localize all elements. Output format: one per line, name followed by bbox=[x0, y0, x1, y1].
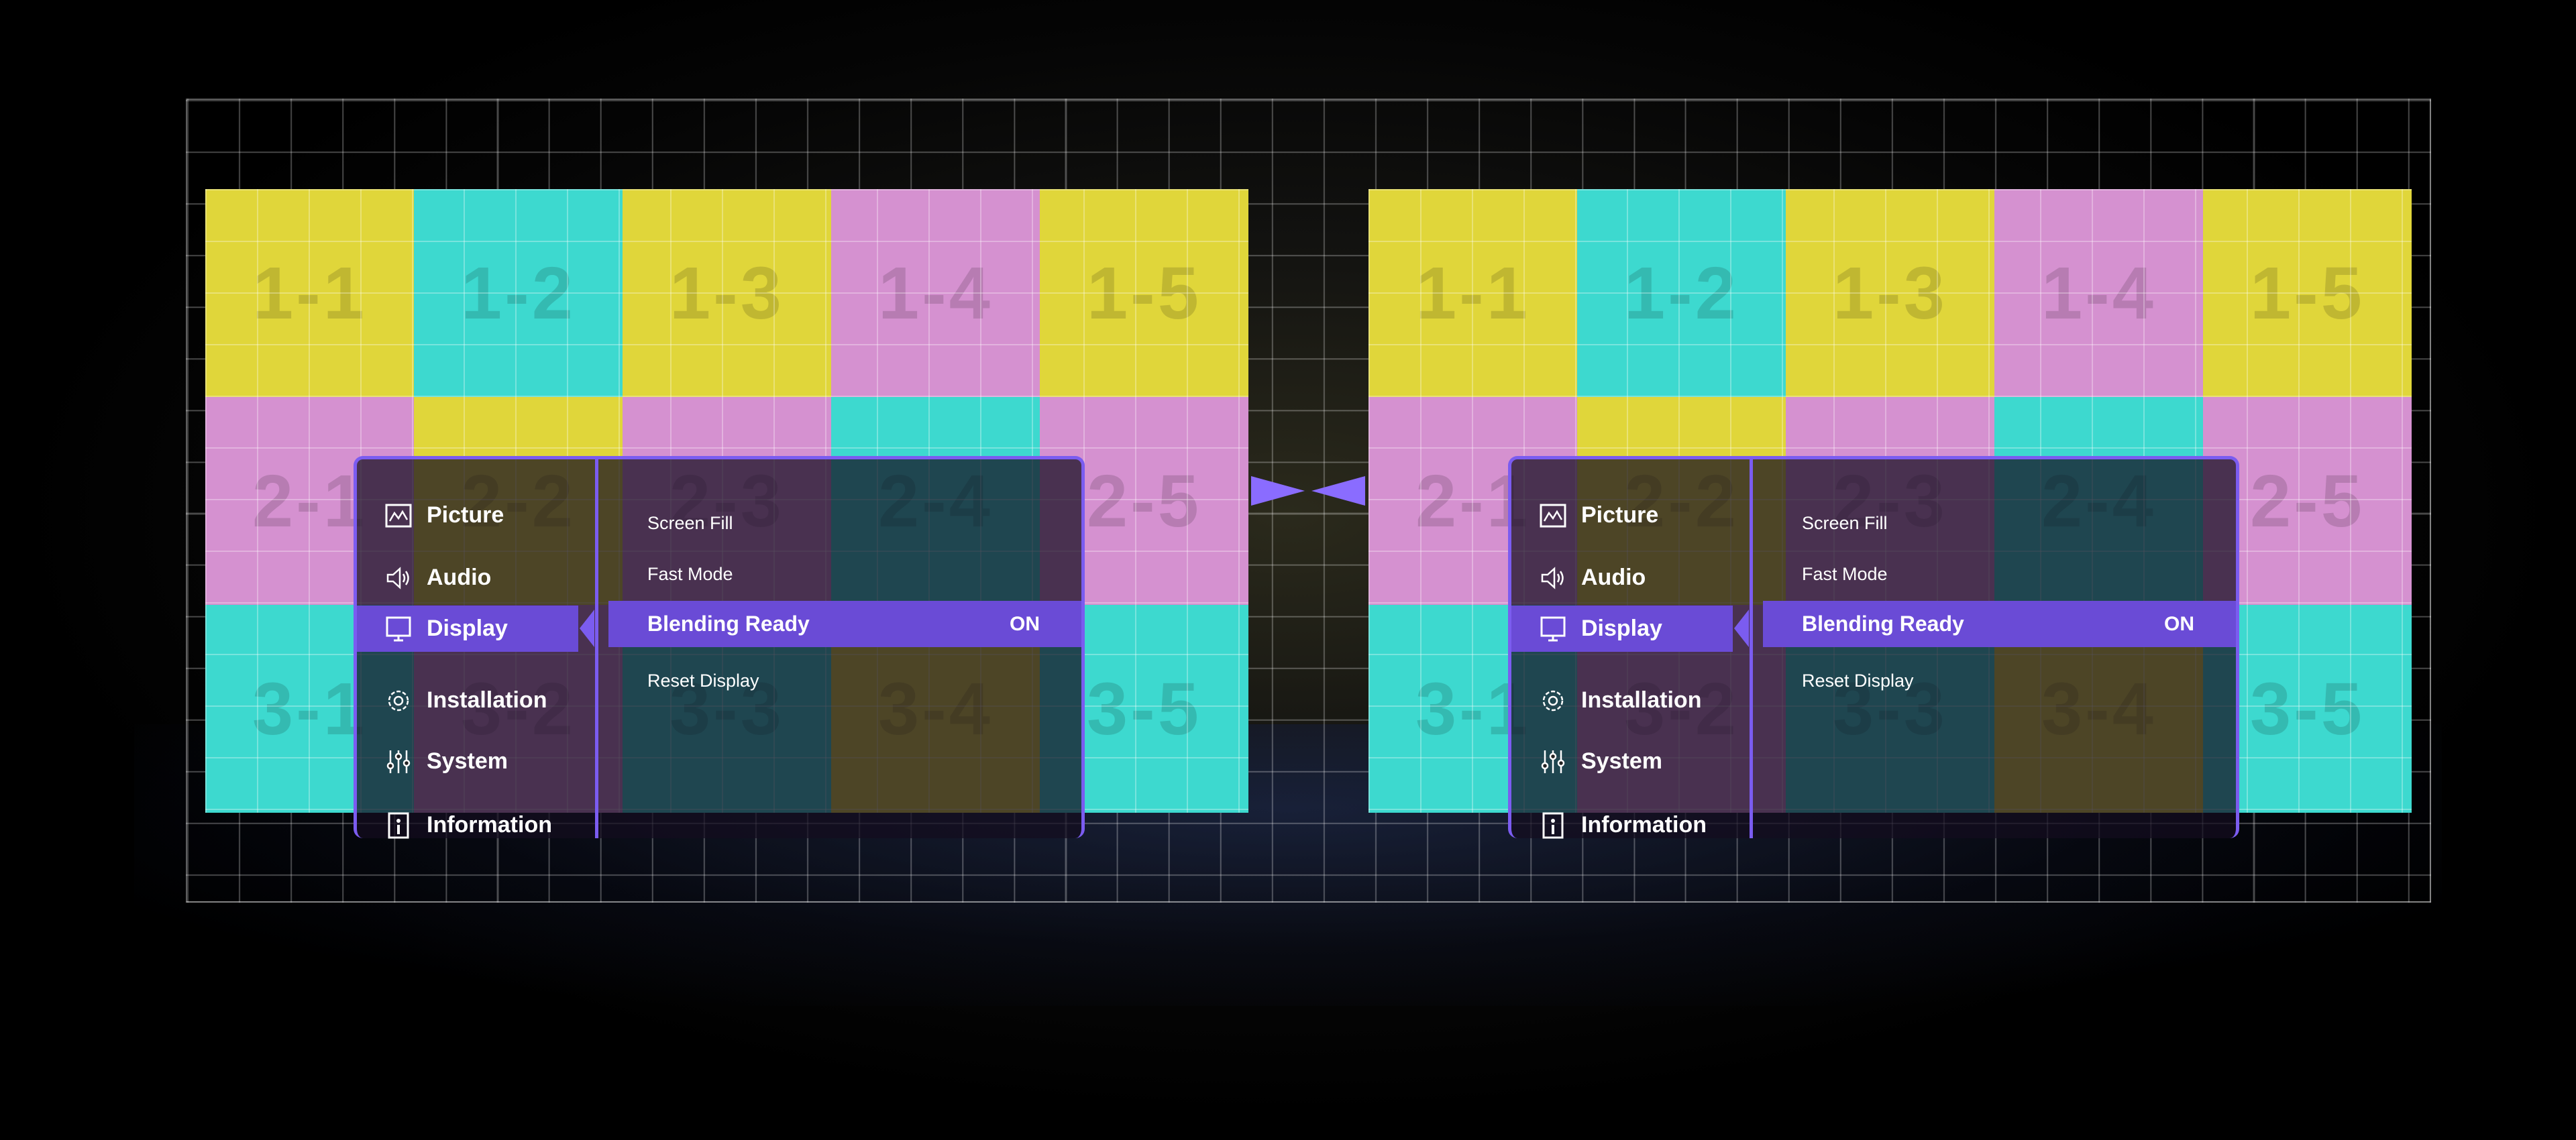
screen-tile: 1-3 bbox=[1786, 189, 1994, 397]
option-label: Blending Ready bbox=[647, 612, 810, 636]
blend-arrow-right-icon bbox=[1251, 476, 1305, 506]
menu-item-label: System bbox=[1581, 748, 1662, 774]
menu-item-label: Picture bbox=[1581, 502, 1659, 528]
picture-icon bbox=[1540, 502, 1566, 529]
sliders-icon bbox=[385, 748, 412, 775]
osd-menu-1: Picture Audio Display Installation System Inf… bbox=[354, 456, 1085, 838]
screen-tile: 1-1 bbox=[205, 189, 414, 397]
selection-pointer-icon bbox=[580, 610, 594, 647]
option-label: Reset Display bbox=[647, 671, 759, 691]
tile-label: 1-2 bbox=[461, 251, 576, 335]
option-blending-ready[interactable]: Blending Ready ON bbox=[608, 601, 1081, 647]
info-icon bbox=[1540, 812, 1566, 839]
option-blending-ready[interactable]: Blending Ready ON bbox=[1763, 601, 2236, 647]
option-label: Screen Fill bbox=[1802, 513, 1888, 533]
menu-item-label: Audio bbox=[1581, 565, 1646, 590]
menu-item-installation[interactable]: Installation bbox=[1511, 677, 1733, 724]
info-icon bbox=[385, 812, 412, 839]
option-fast-mode[interactable]: Fast Mode bbox=[608, 551, 1081, 597]
menu-item-information[interactable]: Information bbox=[1511, 802, 1733, 848]
gear-icon bbox=[385, 687, 412, 714]
tile-label: 1-1 bbox=[252, 251, 367, 335]
menu-item-label: Display bbox=[427, 616, 508, 641]
tile-label: 1-3 bbox=[1833, 251, 1947, 335]
option-fast-mode[interactable]: Fast Mode bbox=[1763, 551, 2236, 597]
tile-label: 2-5 bbox=[1087, 459, 1201, 543]
menu-item-label: Display bbox=[1581, 616, 1662, 641]
menu-item-system[interactable]: System bbox=[357, 738, 578, 785]
tile-label: 1-5 bbox=[1087, 251, 1201, 335]
tile-label: 1-5 bbox=[2250, 251, 2365, 335]
tile-label: 2-1 bbox=[252, 459, 367, 543]
sliders-icon bbox=[1540, 748, 1566, 775]
option-reset-display[interactable]: Reset Display bbox=[608, 658, 1081, 704]
screen-tile: 1-2 bbox=[414, 189, 623, 397]
menu-item-label: Information bbox=[427, 812, 552, 838]
menu-item-label: Audio bbox=[427, 565, 492, 590]
gear-icon bbox=[1540, 687, 1566, 714]
tile-label: 1-3 bbox=[669, 251, 784, 335]
category-list: Picture Audio Display Installation System Inf… bbox=[357, 459, 598, 838]
picture-icon bbox=[385, 502, 412, 529]
tile-label: 1-2 bbox=[1624, 251, 1739, 335]
menu-item-label: Picture bbox=[427, 502, 504, 528]
tile-label: 1-1 bbox=[1415, 251, 1530, 335]
tile-label: 1-4 bbox=[2041, 251, 2156, 335]
tile-label: 3-5 bbox=[2250, 667, 2365, 750]
speaker-icon bbox=[1540, 565, 1566, 591]
tile-label: 3-1 bbox=[252, 667, 367, 750]
category-list: Picture Audio Display Installation System Inf… bbox=[1511, 459, 1753, 838]
option-label: Reset Display bbox=[1802, 671, 1914, 691]
screen-tile: 1-4 bbox=[1994, 189, 2203, 397]
blend-arrow-left-icon bbox=[1311, 476, 1365, 506]
menu-item-system[interactable]: System bbox=[1511, 738, 1733, 785]
option-value: ON bbox=[2164, 612, 2194, 635]
monitor-icon bbox=[385, 616, 412, 642]
option-label: Fast Mode bbox=[1802, 564, 1888, 584]
option-label: Screen Fill bbox=[647, 513, 733, 533]
menu-item-picture[interactable]: Picture bbox=[1511, 492, 1733, 538]
option-label: Fast Mode bbox=[647, 564, 733, 584]
tile-label: 3-5 bbox=[1087, 667, 1201, 750]
tile-label: 1-4 bbox=[878, 251, 993, 335]
menu-item-display[interactable]: Display bbox=[1511, 606, 1733, 652]
monitor-icon bbox=[1540, 616, 1566, 642]
option-screen-fill[interactable]: Screen Fill bbox=[1763, 500, 2236, 547]
screen-tile: 1-5 bbox=[2203, 189, 2412, 397]
screen-tile: 1-5 bbox=[1040, 189, 1248, 397]
menu-item-information[interactable]: Information bbox=[357, 802, 578, 848]
menu-item-audio[interactable]: Audio bbox=[1511, 555, 1733, 601]
menu-item-display[interactable]: Display bbox=[357, 606, 578, 652]
menu-item-picture[interactable]: Picture bbox=[357, 492, 578, 538]
screen-tile: 1-4 bbox=[831, 189, 1040, 397]
selection-pointer-icon bbox=[1734, 610, 1749, 647]
option-label: Blending Ready bbox=[1802, 612, 1964, 636]
osd-menu-2: Picture Audio Display Installation System Inf… bbox=[1508, 456, 2239, 838]
screen-tile: 1-3 bbox=[623, 189, 831, 397]
option-screen-fill[interactable]: Screen Fill bbox=[608, 500, 1081, 547]
screen-tile: 1-2 bbox=[1577, 189, 1786, 397]
menu-item-label: Installation bbox=[1581, 687, 1702, 713]
menu-item-installation[interactable]: Installation bbox=[357, 677, 578, 724]
option-value: ON bbox=[1010, 612, 1040, 635]
tile-label: 2-5 bbox=[2250, 459, 2365, 543]
menu-item-label: Information bbox=[1581, 812, 1707, 838]
menu-item-label: System bbox=[427, 748, 508, 774]
menu-item-label: Installation bbox=[427, 687, 547, 713]
speaker-icon bbox=[385, 565, 412, 591]
screen-tile: 1-1 bbox=[1368, 189, 1577, 397]
menu-item-audio[interactable]: Audio bbox=[357, 555, 578, 601]
option-reset-display[interactable]: Reset Display bbox=[1763, 658, 2236, 704]
